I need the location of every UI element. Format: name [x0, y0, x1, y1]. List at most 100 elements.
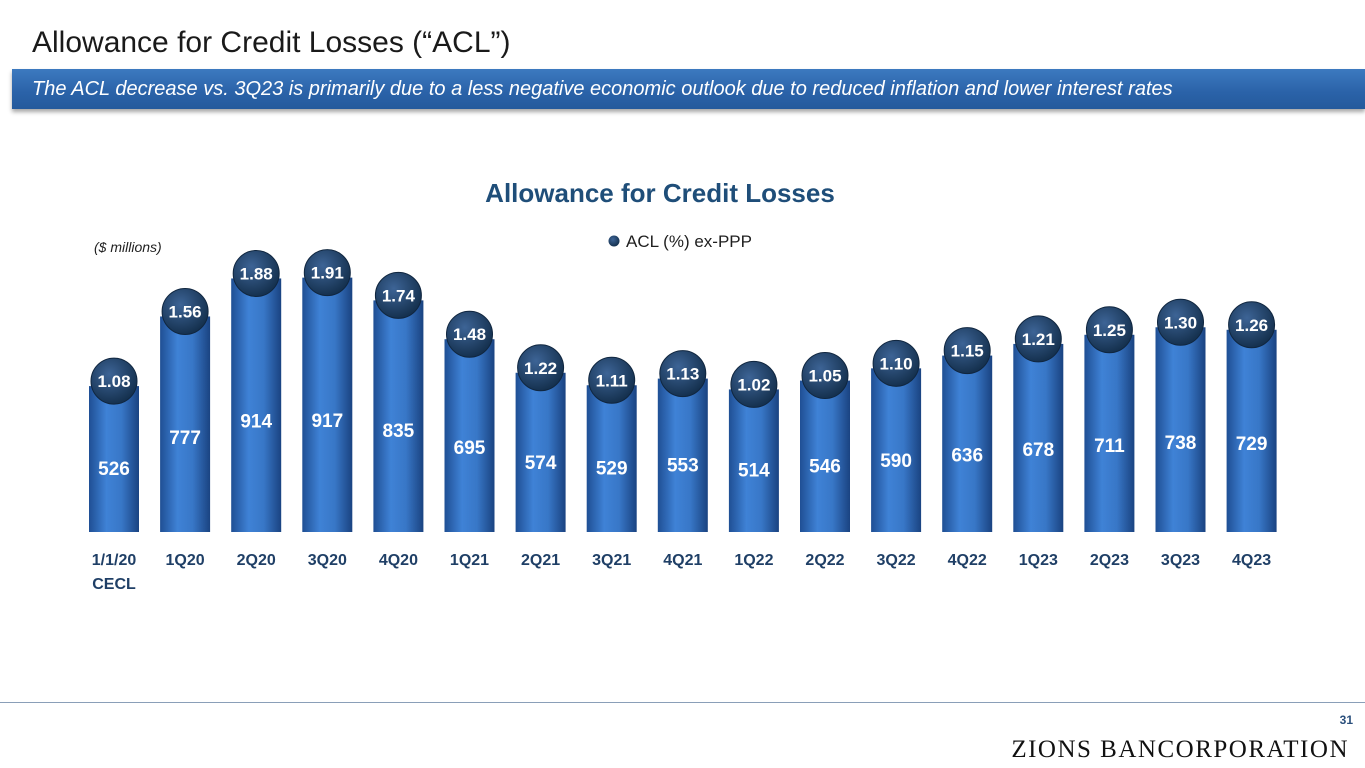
acl-pct-label: 1.56: [169, 302, 202, 321]
acl-pct-bubble: [588, 356, 636, 404]
acl-pct-bubble: [232, 249, 280, 297]
bar-group: 729 1.26: [1226, 301, 1277, 532]
x-tick-label: 3Q20: [308, 552, 347, 569]
bar-value-label: 917: [311, 411, 343, 432]
acl-pct-bubble: [1157, 298, 1204, 346]
bar-value-label: 738: [1165, 433, 1197, 454]
acl-pct-bubble: [801, 352, 849, 400]
x-tick-label: 4Q21: [663, 552, 702, 569]
bar-group: 590 1.10: [871, 339, 922, 532]
bar-value-label: 529: [596, 458, 628, 479]
acl-pct-label: 1.05: [808, 367, 841, 386]
bar: [728, 389, 779, 532]
bar: [1084, 334, 1135, 532]
bar-value-label: 695: [454, 438, 486, 459]
acl-pct-label: 1.48: [453, 325, 486, 344]
acl-pct-label: 1.74: [382, 286, 416, 305]
acl-pct-label: 1.21: [1022, 330, 1055, 349]
acl-pct-label: 1.08: [97, 372, 130, 391]
bar-value-label: 777: [169, 428, 201, 449]
acl-pct-label: 1.88: [240, 264, 273, 283]
bar-value-label: 553: [667, 456, 699, 477]
acl-pct-bubble: [303, 249, 351, 297]
bar-group: 546 1.05: [800, 352, 850, 532]
acl-pct-bubble: [90, 357, 138, 405]
x-tick-label: 3Q21: [592, 552, 631, 569]
bar: [1013, 343, 1064, 532]
legend-label: ACL (%) ex-PPP: [626, 232, 752, 251]
x-tick-label: 3Q22: [877, 552, 916, 569]
acl-pct-bubble: [943, 327, 991, 375]
footer-divider: [0, 702, 1365, 703]
acl-pct-bubble: [1228, 301, 1276, 349]
bar-value-label: 514: [738, 460, 770, 481]
bar-value-label: 636: [951, 445, 983, 466]
acl-pct-bubble: [161, 287, 209, 335]
x-tick-label: 4Q23: [1232, 552, 1271, 569]
acl-pct-label: 1.02: [737, 375, 770, 394]
acl-pct-label: 1.11: [596, 371, 628, 390]
acl-pct-label: 1.13: [666, 365, 699, 384]
bar: [231, 278, 282, 532]
acl-pct-bubble: [374, 271, 422, 319]
acl-pct-bubble: [659, 350, 707, 398]
x-tick-label: 1Q22: [734, 552, 773, 569]
bar: [657, 378, 708, 532]
x-tick-label: 1Q23: [1019, 552, 1058, 569]
bar-group: 917 1.91: [302, 249, 353, 532]
acl-pct-bubble: [730, 360, 778, 408]
legend: ACL (%) ex-PPP: [608, 232, 752, 251]
x-tick-label: 1Q21: [450, 552, 489, 569]
bar: [302, 277, 353, 532]
bar: [515, 372, 566, 532]
x-tick-label: 2Q21: [521, 552, 560, 569]
bar: [373, 300, 424, 532]
bar-group: 636 1.15: [942, 327, 993, 532]
bar: [1155, 327, 1206, 532]
acl-pct-label: 1.30: [1164, 313, 1197, 332]
bar-value-label: 574: [525, 453, 557, 474]
bar-value-label: 678: [1022, 440, 1054, 461]
x-tick-label: 3Q23: [1161, 552, 1200, 569]
bar-group: 514 1.02: [728, 360, 779, 532]
bar-value-label: 546: [809, 456, 841, 477]
bar-group: 835 1.74: [373, 271, 424, 532]
bar: [800, 380, 850, 532]
bar-group: 695 1.48: [444, 310, 495, 532]
acl-bar-chart: Allowance for Credit Losses ($ millions)…: [89, 178, 1277, 593]
bar-value-label: 835: [383, 421, 415, 442]
acl-pct-bubble: [872, 339, 920, 387]
bar-group: 678 1.21: [1013, 315, 1064, 532]
x-tick-label: 2Q20: [237, 552, 276, 569]
acl-pct-bubble: [1014, 315, 1062, 363]
acl-pct-bubble: [517, 344, 565, 392]
acl-pct-label: 1.15: [951, 342, 984, 361]
bar-group: 574 1.22: [515, 344, 566, 532]
x-tick-label: 2Q23: [1090, 552, 1129, 569]
x-tick-label: 4Q20: [379, 552, 418, 569]
x-tick-label: 1/1/20: [92, 552, 137, 569]
bar: [89, 386, 139, 532]
acl-pct-label: 1.91: [311, 264, 344, 283]
headline-banner: The ACL decrease vs. 3Q23 is primarily d…: [12, 69, 1365, 109]
bar: [160, 316, 211, 532]
bar-group: 529 1.11: [586, 356, 637, 532]
bar: [871, 368, 922, 532]
bar-value-label: 526: [98, 459, 130, 480]
x-tick-label: 2Q22: [805, 552, 844, 569]
bar: [1226, 329, 1277, 532]
units-note: ($ millions): [94, 239, 162, 255]
acl-pct-label: 1.25: [1093, 321, 1126, 340]
bar: [444, 339, 495, 532]
company-logo: ZIONS BANCORPORATION: [1011, 736, 1349, 763]
acl-pct-bubble: [446, 310, 493, 358]
bar-group: 738 1.30: [1155, 298, 1206, 532]
slide-title: Allowance for Credit Losses (“ACL”): [32, 26, 511, 59]
acl-pct-label: 1.22: [524, 359, 557, 378]
acl-pct-bubble: [1085, 306, 1133, 354]
bar-value-label: 729: [1236, 434, 1268, 455]
bar-value-label: 914: [240, 411, 272, 432]
bar: [942, 355, 993, 532]
bar-group: 777 1.56: [160, 287, 211, 532]
bar-value-label: 711: [1094, 436, 1125, 457]
